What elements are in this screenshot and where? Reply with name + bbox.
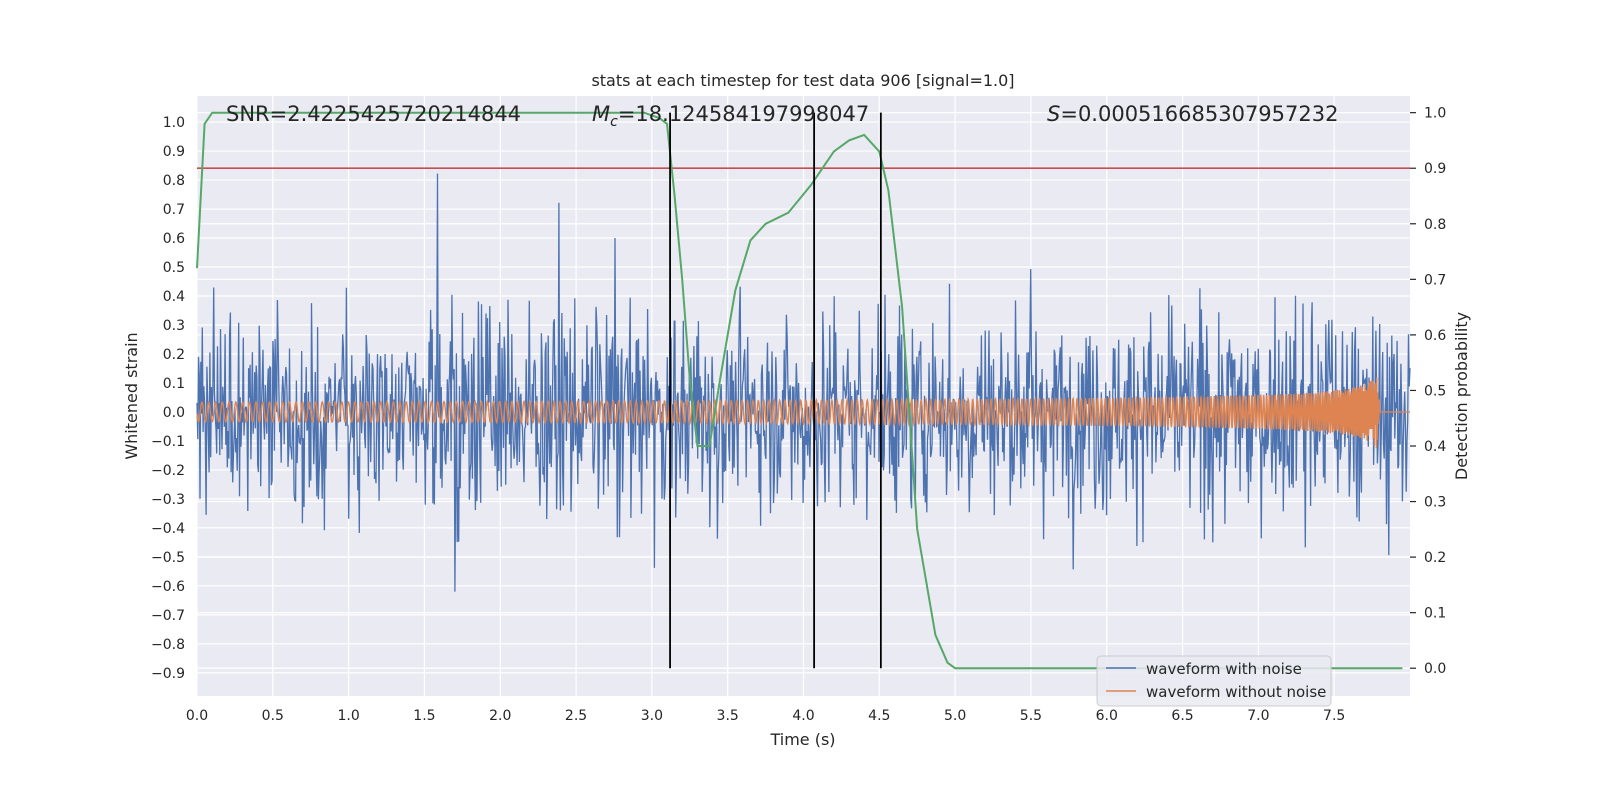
y-tick-label: 0.9	[163, 144, 185, 160]
x-tick-label: 0.5	[262, 708, 284, 724]
y-tick-label: −0.7	[151, 608, 185, 624]
right-tick-label: 0.5	[1424, 383, 1446, 399]
y-tick-label: −0.3	[151, 492, 185, 508]
y-tick-label: −0.4	[151, 521, 185, 537]
y-tick-label: −0.2	[151, 463, 185, 479]
right-tick-label: 0.2	[1424, 550, 1446, 566]
y-tick-label: −0.9	[151, 666, 185, 682]
x-tick-label: 3.5	[717, 708, 739, 724]
clean-line	[196, 377, 1410, 449]
chirp-mass-subscript: c	[610, 114, 618, 130]
x-tick-label: 0.0	[186, 708, 208, 724]
vertical-markers	[669, 112, 882, 669]
right-tick-label: 0.9	[1424, 161, 1446, 177]
y-tick-label: −0.8	[151, 637, 185, 653]
right-tick-label: 0.1	[1424, 606, 1446, 622]
y-tick-label: 0.4	[163, 289, 185, 305]
y-tick-label: −0.5	[151, 550, 185, 566]
probability-line	[196, 111, 1403, 670]
y-tick-label: 0.8	[163, 173, 185, 189]
legend-label-clean: waveform without noise	[1146, 683, 1326, 701]
x-tick-label: 5.0	[944, 708, 966, 724]
s-annotation: S=0.000516685307957232	[1047, 102, 1338, 126]
right-tick-label: 0.0	[1424, 661, 1446, 677]
legend-box	[1096, 655, 1332, 707]
x-tick-label: 2.0	[489, 708, 511, 724]
snr-annotation: SNR=2.4225425720214844	[226, 102, 521, 126]
right-axis-ticks: 1.0 0.9 0.8 0.7 0.6 0.5 0.4 0.3 0.2 0.1 0.0	[1410, 106, 1446, 677]
y-axis-ticks: 1.0 0.9 0.8 0.7 0.6 0.5 0.4 0.3 0.2 0.1 0.0 −0.1 −0.…	[151, 115, 185, 682]
right-tick-label: 0.4	[1424, 439, 1446, 455]
x-tick-label: 2.5	[565, 708, 587, 724]
series-waveform-without-noise	[196, 377, 1410, 449]
s-value: =0.000516685307957232	[1060, 102, 1338, 126]
right-tick-label: 0.7	[1424, 272, 1446, 288]
x-axis-ticks: 0.0 0.5 1.0 1.5 2.0 2.5 3.0 3.5 4.0 4.5 5.0 5.5 6.0 6…	[186, 708, 1345, 724]
right-tick-label: 0.6	[1424, 328, 1446, 344]
y-tick-label: 0.2	[163, 347, 185, 363]
y-axis-label: Whitened strain	[122, 332, 141, 459]
noise-line	[196, 173, 1411, 592]
y-tick-label: 0.5	[163, 260, 185, 276]
chirp-mass-annotation: Mc=18.124584197998047	[592, 102, 869, 130]
x-tick-label: 4.0	[792, 708, 814, 724]
y-tick-label: 0.0	[163, 405, 185, 421]
y-tick-label: 1.0	[163, 115, 185, 131]
chart-title: stats at each timestep for test data 906…	[591, 71, 1014, 90]
y-tick-label: −0.1	[151, 434, 185, 450]
x-tick-label: 1.0	[337, 708, 359, 724]
x-tick-label: 7.5	[1323, 708, 1345, 724]
y-tick-label: 0.1	[163, 376, 185, 392]
right-tick-label: 0.8	[1424, 217, 1446, 233]
x-tick-label: 7.0	[1247, 708, 1269, 724]
y-tick-label: −0.6	[151, 579, 185, 595]
x-tick-label: 6.0	[1096, 708, 1118, 724]
series-detection-probability	[196, 111, 1403, 670]
x-tick-label: 3.0	[641, 708, 663, 724]
x-tick-label: 4.5	[868, 708, 890, 724]
y-tick-label: 0.7	[163, 202, 185, 218]
y-tick-label: 0.6	[163, 231, 185, 247]
y-tick-label: 0.3	[163, 318, 185, 334]
x-axis-label: Time (s)	[769, 730, 835, 749]
s-symbol: S	[1047, 102, 1060, 126]
chirp-mass-symbol: M	[592, 102, 610, 126]
x-tick-label: 6.5	[1171, 708, 1193, 724]
x-tick-label: 5.5	[1020, 708, 1042, 724]
right-axis-label: Detection probability	[1452, 312, 1471, 480]
right-tick-label: 1.0	[1424, 106, 1446, 122]
x-tick-label: 1.5	[413, 708, 435, 724]
series-waveform-with-noise	[196, 173, 1411, 592]
right-tick-label: 0.3	[1424, 495, 1446, 511]
legend: waveform with noise waveform without noi…	[1096, 655, 1332, 707]
chirp-mass-value: =18.124584197998047	[618, 102, 869, 126]
legend-label-noise: waveform with noise	[1146, 660, 1302, 678]
